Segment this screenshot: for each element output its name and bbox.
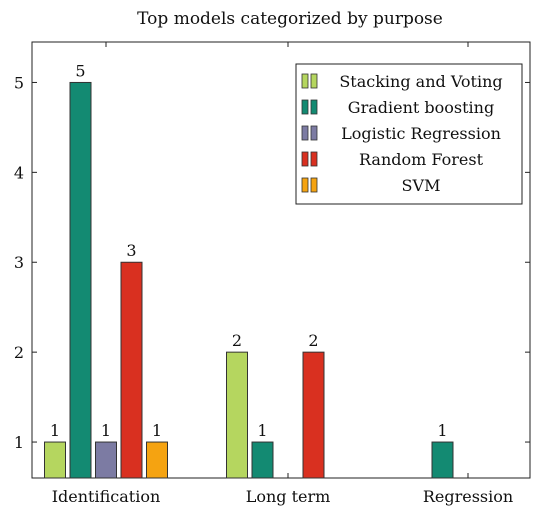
legend-swatch: [301, 73, 309, 89]
legend-label: Gradient boosting: [348, 98, 494, 117]
data-label: 1: [152, 421, 162, 440]
x-tick-label: Identification: [52, 487, 161, 506]
x-tick-label: Long term: [246, 487, 331, 506]
bar-gradient-boosting: [251, 441, 274, 479]
legend-swatch: [310, 125, 318, 141]
data-label: 5: [75, 61, 85, 80]
data-label: 1: [101, 421, 111, 440]
bar-random-forest: [120, 261, 143, 479]
bar-stacking-and-voting: [44, 441, 66, 479]
bar-gradient-boosting: [431, 441, 454, 479]
x-tick-label: Regression: [423, 487, 513, 506]
y-tick-label: 5: [14, 73, 24, 92]
bar-svm: [146, 441, 168, 479]
legend-label: SVM: [402, 176, 441, 195]
plot-frame: [31, 41, 531, 479]
data-label: 1: [437, 421, 447, 440]
legend-label: Stacking and Voting: [339, 72, 502, 91]
legend-swatch: [310, 177, 318, 193]
legend-box: [295, 63, 523, 205]
legend-swatch: [310, 73, 318, 89]
y-tick-label: 2: [14, 343, 24, 362]
y-tick-label: 1: [14, 433, 24, 452]
legend-label: Logistic Regression: [341, 124, 501, 143]
y-tick-label: 4: [14, 163, 24, 182]
y-tick-label: 3: [14, 253, 24, 272]
data-label: 1: [50, 421, 60, 440]
bar-logistic-regression: [95, 441, 117, 479]
data-label: 2: [232, 331, 242, 350]
legend-swatch: [301, 151, 309, 167]
bar-gradient-boosting: [69, 81, 92, 479]
bar-random-forest: [302, 351, 325, 479]
data-label: 2: [308, 331, 318, 350]
data-label: 1: [257, 421, 267, 440]
legend-label: Random Forest: [359, 150, 484, 169]
legend-swatch: [301, 125, 309, 141]
legend-swatch: [310, 99, 318, 115]
bar-stacking-and-voting: [226, 351, 248, 479]
data-label: 3: [126, 241, 136, 260]
legend-swatch: [301, 99, 309, 115]
chart-title: Top models categorized by purpose: [137, 9, 443, 29]
legend-swatch: [301, 177, 309, 193]
legend-swatch: [310, 151, 318, 167]
